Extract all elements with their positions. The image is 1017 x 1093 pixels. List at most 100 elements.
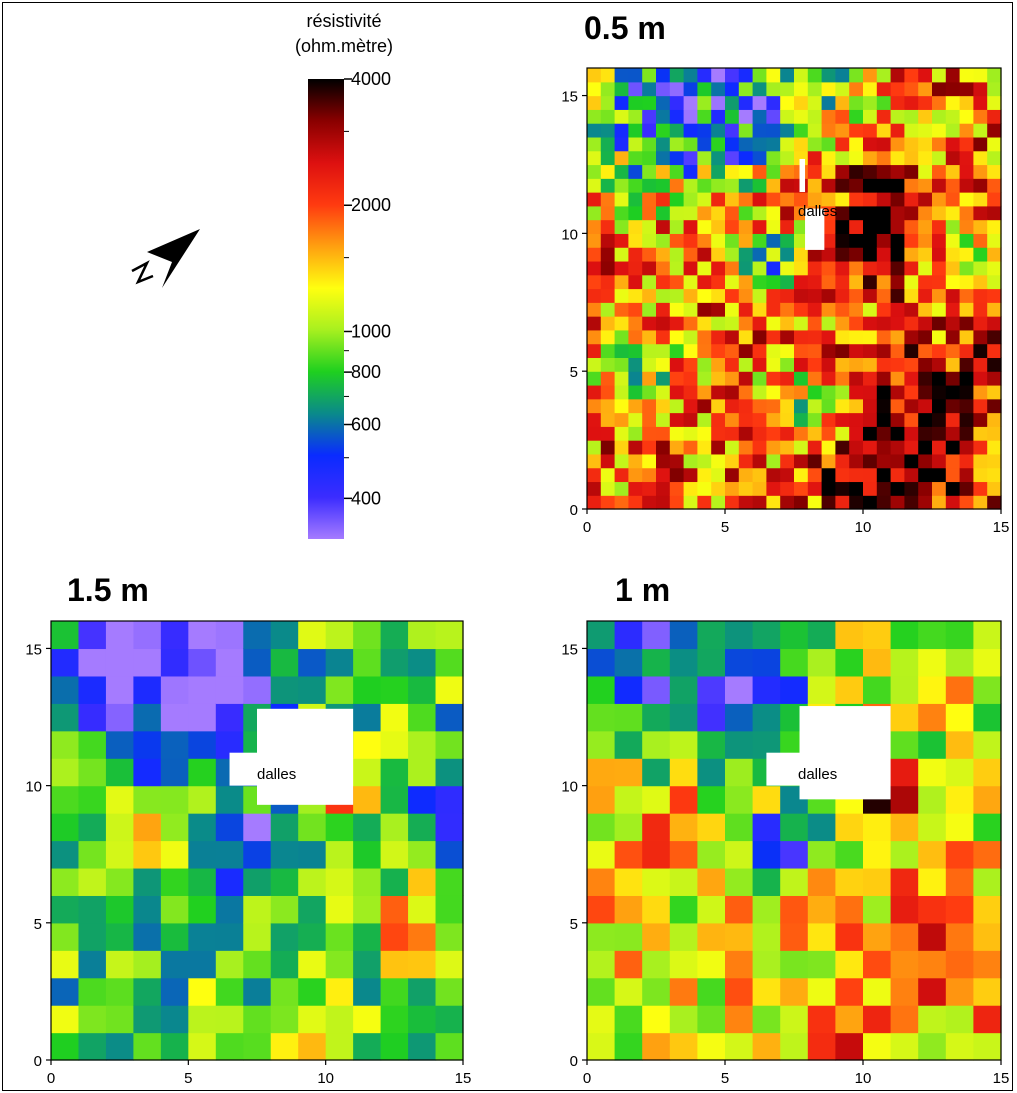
heatmap-cell	[161, 895, 189, 923]
heatmap-cell	[711, 385, 725, 399]
heatmap-cell	[973, 868, 1001, 896]
heatmap-cell	[780, 206, 794, 220]
heatmap-cell	[615, 220, 629, 234]
heatmap-cell	[51, 813, 79, 841]
heatmap-cell	[628, 82, 642, 96]
heatmap-cell	[780, 868, 808, 896]
heatmap-cell	[987, 302, 1001, 316]
heatmap-cell	[298, 1005, 326, 1033]
heatmap-cell	[808, 868, 836, 896]
heatmap-cell	[711, 495, 725, 509]
heatmap-cell	[753, 247, 767, 261]
heatmap-cell	[973, 192, 987, 206]
heatmap-cell	[587, 1005, 615, 1033]
heatmap-cell	[780, 357, 794, 371]
heatmap-cell	[408, 786, 436, 814]
heatmap-cell	[725, 371, 739, 385]
heatmap-cell	[780, 220, 794, 234]
x-tick-label: 0	[47, 1070, 55, 1087]
heatmap-cell	[932, 289, 946, 303]
heatmap-cell	[326, 621, 354, 649]
colorbar-title-line1: résistivité	[306, 11, 381, 31]
heatmap-cell	[670, 758, 698, 786]
heatmap-cell	[587, 923, 615, 951]
heatmap-cell	[849, 123, 863, 137]
heatmap-cell	[932, 68, 946, 82]
heatmap-cell	[877, 275, 891, 289]
heatmap-cell	[863, 220, 877, 234]
heatmap-cell	[697, 109, 711, 123]
heatmap-cell	[987, 137, 1001, 151]
heatmap-cell	[753, 137, 767, 151]
heatmap-cell	[725, 164, 739, 178]
heatmap-cell	[628, 96, 642, 110]
heatmap-cell	[766, 261, 780, 275]
heatmap-cell	[822, 371, 836, 385]
heatmap-cell	[918, 178, 932, 192]
heatmap-cell	[326, 978, 354, 1006]
x-tick-label: 10	[855, 1070, 872, 1087]
heatmap-cell	[973, 371, 987, 385]
heatmap-cell	[628, 233, 642, 247]
heatmap-cell	[877, 399, 891, 413]
heatmap-cell	[326, 648, 354, 676]
heatmap-cell	[753, 82, 767, 96]
heatmap-cell	[615, 950, 643, 978]
heatmap-cell	[243, 676, 271, 704]
heatmap-cell	[918, 82, 932, 96]
heatmap-cell	[725, 468, 739, 482]
heatmap-cell	[987, 123, 1001, 137]
heatmap-cell	[835, 440, 849, 454]
heatmap-cell	[587, 676, 615, 704]
heatmap-cell	[601, 413, 615, 427]
heatmap-cell	[918, 1005, 946, 1033]
heatmap-cell	[891, 357, 905, 371]
heatmap-cell	[739, 426, 753, 440]
heatmap-cell	[863, 316, 877, 330]
heatmap-cell	[711, 481, 725, 495]
heatmap-cell	[78, 731, 106, 759]
heatmap-cell	[587, 868, 615, 896]
heatmap-cell	[946, 385, 960, 399]
heatmap-cell	[808, 344, 822, 358]
heatmap-cell	[243, 648, 271, 676]
heatmap-cell	[243, 923, 271, 951]
heatmap-cell	[822, 468, 836, 482]
heatmap-cell	[697, 676, 725, 704]
heatmap-cell	[863, 454, 877, 468]
heatmap-cell	[863, 950, 891, 978]
heatmap-cell	[739, 357, 753, 371]
heatmap-cell	[822, 413, 836, 427]
heatmap-cell	[684, 275, 698, 289]
heatmap-cell	[161, 1005, 189, 1033]
heatmap-cell	[891, 330, 905, 344]
heatmap-cell	[243, 950, 271, 978]
heatmap-cell	[987, 164, 1001, 178]
heatmap-cell	[725, 621, 753, 649]
heatmap-cell	[904, 96, 918, 110]
heatmap-cell	[863, 1033, 891, 1061]
heatmap-cell	[725, 192, 739, 206]
heatmap-cell	[353, 676, 381, 704]
heatmap-cell	[877, 468, 891, 482]
heatmap-cell	[849, 302, 863, 316]
heatmap-cell	[877, 302, 891, 316]
heatmap-cell	[381, 868, 409, 896]
heatmap-cell	[946, 481, 960, 495]
heatmap-cell	[877, 164, 891, 178]
heatmap-cell	[960, 82, 974, 96]
heatmap-cell	[877, 413, 891, 427]
heatmap-cell	[794, 371, 808, 385]
heatmap-cell	[684, 247, 698, 261]
heatmap-cell	[946, 1005, 974, 1033]
heatmap-cell	[615, 895, 643, 923]
heatmap-cell	[766, 137, 780, 151]
heatmap-cell	[725, 247, 739, 261]
heatmap-cell	[711, 357, 725, 371]
heatmap-cell	[835, 330, 849, 344]
heatmap-cell	[642, 868, 670, 896]
heatmap-cell	[904, 109, 918, 123]
heatmap-cell	[739, 233, 753, 247]
heatmap-cell	[822, 261, 836, 275]
heatmap-cell	[904, 137, 918, 151]
